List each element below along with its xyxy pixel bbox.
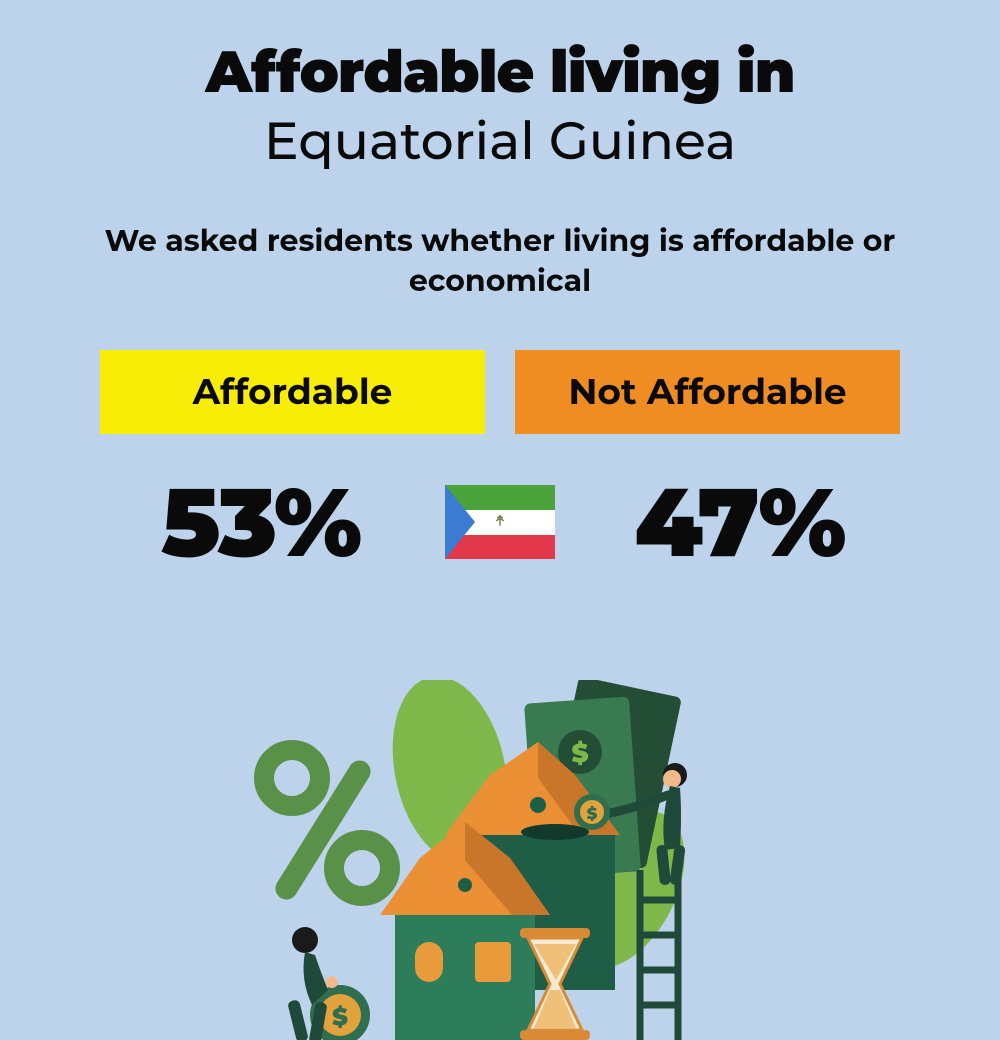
title-line-1: Affordable living in [60, 40, 940, 104]
values-row: 53% 47% [60, 464, 940, 581]
svg-text:$: $ [571, 737, 588, 769]
flag-icon [445, 485, 555, 559]
label-affordable: Affordable [100, 350, 485, 434]
value-not-affordable: 47% [579, 464, 900, 581]
value-affordable: 53% [100, 464, 421, 581]
label-not-affordable: Not Affordable [515, 350, 900, 434]
subtitle: We asked residents whether living is aff… [60, 221, 940, 302]
percent-icon [264, 750, 390, 904]
labels-row: Affordable Not Affordable [60, 350, 940, 434]
person-left-icon: $ [287, 927, 370, 1040]
coin-slot-icon [521, 824, 589, 840]
svg-text:$: $ [332, 1003, 348, 1032]
savings-illustration-icon: $ $ [220, 680, 780, 1040]
title-line-2: Equatorial Guinea [60, 110, 940, 173]
flag-emblem-icon [491, 513, 509, 531]
svg-text:$: $ [587, 805, 598, 824]
flag-triangle [445, 485, 475, 559]
